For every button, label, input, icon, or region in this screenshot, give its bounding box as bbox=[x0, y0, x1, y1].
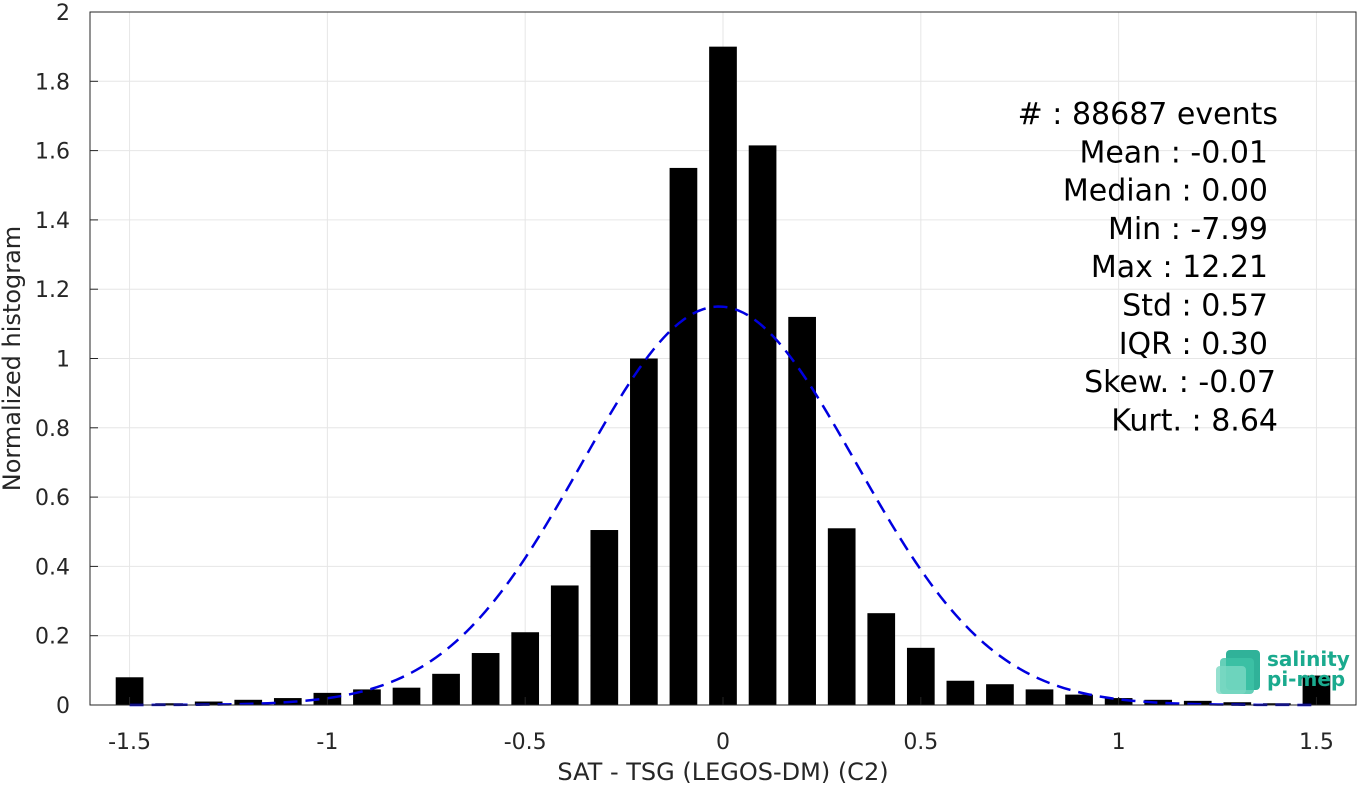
histogram-bar bbox=[155, 703, 183, 705]
logo-line1: salinity bbox=[1267, 647, 1350, 671]
histogram-bar bbox=[669, 167, 698, 706]
y-tick-label: 1.2 bbox=[35, 278, 70, 303]
histogram-bar bbox=[353, 689, 381, 705]
histogram-bar bbox=[1025, 689, 1054, 705]
histogram-bar bbox=[471, 653, 500, 705]
stat-line: # : 88687 events bbox=[1018, 97, 1278, 132]
x-axis-label: SAT - TSG (LEGOS-DM) (C2) bbox=[557, 758, 888, 785]
y-tick-label: 1.8 bbox=[35, 70, 70, 95]
histogram-bar bbox=[946, 680, 975, 705]
stat-line: Skew. : -0.07 bbox=[1084, 365, 1276, 400]
histogram-bar bbox=[392, 687, 421, 705]
x-tick-label: -1.5 bbox=[108, 730, 151, 755]
stat-line: IQR : 0.30 bbox=[1119, 327, 1268, 362]
x-tick-label: -0.5 bbox=[504, 730, 547, 755]
x-axis-ticks: -1.5 -1 -0.5 0 0.5 1 1.5 bbox=[108, 697, 1334, 755]
y-tick-label: 0.2 bbox=[35, 625, 70, 650]
histogram-bar bbox=[827, 528, 856, 705]
y-axis-label: Normalized histogram bbox=[0, 226, 26, 491]
histogram-bar bbox=[867, 613, 896, 705]
x-tick-label: -1 bbox=[316, 730, 338, 755]
stat-line: Kurt. : 8.64 bbox=[1111, 403, 1278, 438]
histogram-bar bbox=[234, 699, 263, 705]
y-tick-label: 0.6 bbox=[35, 486, 70, 511]
stat-line: Std : 0.57 bbox=[1122, 289, 1268, 324]
y-tick-label: 1.4 bbox=[35, 209, 70, 234]
y-tick-label: 2 bbox=[56, 1, 70, 26]
histogram-bar bbox=[1144, 699, 1173, 705]
logo-wave-icon bbox=[1216, 650, 1260, 694]
y-tick-label: 0.8 bbox=[35, 417, 70, 442]
y-tick-label: 0 bbox=[56, 694, 70, 719]
x-tick-label: 1.5 bbox=[1299, 730, 1334, 755]
y-tick-label: 1 bbox=[56, 348, 70, 373]
histogram-bar bbox=[630, 358, 658, 705]
histogram-bar bbox=[432, 673, 460, 705]
stat-line: Median : 0.00 bbox=[1063, 174, 1268, 209]
y-axis-ticks: 0 0.2 0.4 0.6 0.8 1 1.2 1.4 1.6 1.8 2 bbox=[35, 1, 98, 719]
bars bbox=[115, 46, 1331, 706]
stat-line: Min : -7.99 bbox=[1108, 212, 1268, 247]
histogram-bar bbox=[590, 530, 619, 705]
histogram-bar bbox=[906, 647, 935, 705]
histogram-bar bbox=[986, 684, 1014, 705]
histogram-bar bbox=[1065, 694, 1093, 705]
logo-line2: pi-mep bbox=[1267, 667, 1345, 691]
histogram-bar bbox=[709, 46, 737, 705]
x-tick-label: 0.5 bbox=[903, 730, 938, 755]
x-tick-label: 0 bbox=[716, 730, 730, 755]
y-tick-label: 1.6 bbox=[35, 140, 70, 165]
x-tick-label: 1 bbox=[1112, 730, 1126, 755]
histogram-bar bbox=[194, 701, 223, 705]
y-tick-label: 0.4 bbox=[35, 555, 70, 580]
stat-line: Mean : -0.01 bbox=[1079, 135, 1268, 170]
stat-line: Max : 12.21 bbox=[1091, 250, 1268, 285]
histogram-bar bbox=[788, 316, 816, 705]
histogram-bar bbox=[748, 145, 777, 706]
salinity-pimep-logo: salinity pi-mep bbox=[1216, 647, 1350, 694]
histogram-bar bbox=[511, 632, 540, 705]
histogram-bar bbox=[550, 585, 579, 705]
